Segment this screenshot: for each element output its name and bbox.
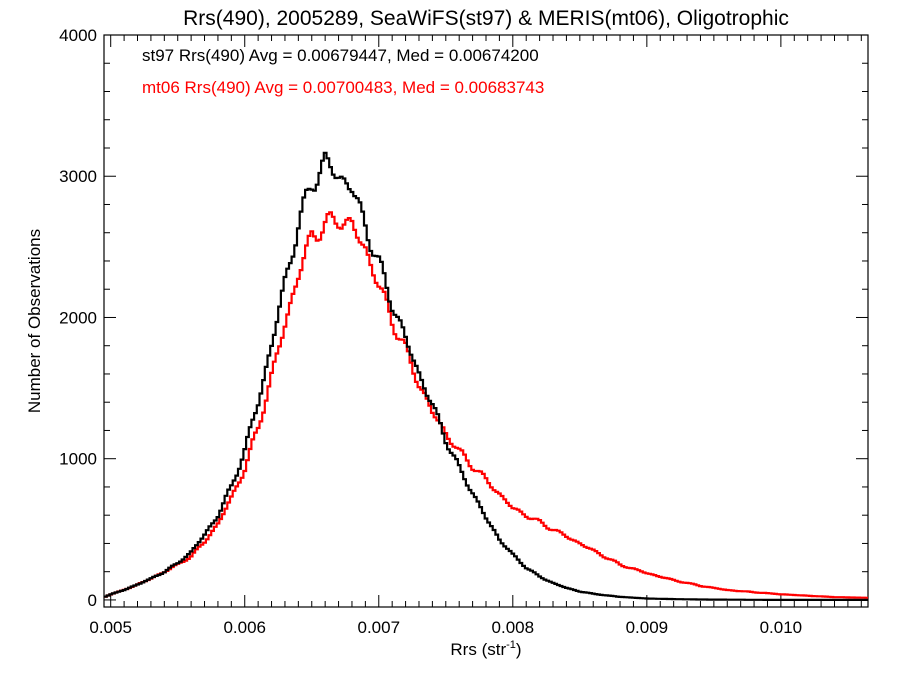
annotation-mt06: mt06 Rrs(490) Avg = 0.00700483, Med = 0.… (142, 78, 544, 97)
x-tick-label: 0.006 (223, 618, 266, 637)
chart-title: Rrs(490), 2005289, SeaWiFS(st97) & MERIS… (183, 7, 789, 30)
y-tick-label: 2000 (59, 308, 97, 327)
series-line-0 (104, 151, 868, 601)
y-axis-label: Number of Observations (25, 229, 44, 413)
x-axis-label-main: Rrs (str (450, 640, 506, 659)
x-tick-label: 0.007 (357, 618, 400, 637)
x-axis-label-superscript: -1 (506, 639, 516, 651)
series-line-1 (104, 211, 868, 599)
x-tick-label: 0.005 (89, 618, 132, 637)
y-tick-label: 0 (88, 591, 97, 610)
annotation-st97: st97 Rrs(490) Avg = 0.00679447, Med = 0.… (142, 46, 539, 65)
y-tick-label: 3000 (59, 167, 97, 186)
y-axis: 0 1000 2000 3000 4000 (59, 26, 868, 610)
x-axis-label: Rrs (str-1) (450, 639, 521, 659)
x-tick-label: 0.010 (760, 618, 803, 637)
x-axis: 0.005 0.006 0.007 0.008 0.009 0.010 (89, 35, 862, 637)
y-tick-label: 4000 (59, 26, 97, 45)
x-tick-label: 0.008 (492, 618, 535, 637)
series-layer (104, 151, 868, 601)
x-axis-label-close: ) (516, 640, 522, 659)
x-tick-label: 0.009 (626, 618, 669, 637)
y-tick-label: 1000 (59, 450, 97, 469)
